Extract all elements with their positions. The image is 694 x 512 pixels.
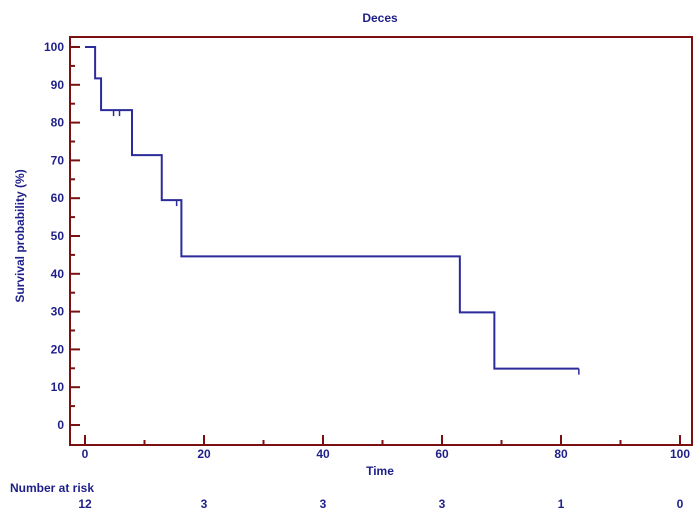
y-tick-label-80: 80 xyxy=(51,116,65,130)
risk-count-100: 0 xyxy=(677,497,684,511)
y-tick-label-20: 20 xyxy=(51,342,65,356)
risk-count-60: 3 xyxy=(439,497,446,511)
y-tick-label-10: 10 xyxy=(51,380,65,394)
x-tick-label-100: 100 xyxy=(670,447,690,461)
risk-count-40: 3 xyxy=(320,497,327,511)
x-tick-label-0: 0 xyxy=(82,447,89,461)
y-tick-label-60: 60 xyxy=(51,191,65,205)
plot-border xyxy=(69,36,693,446)
y-tick-label-50: 50 xyxy=(51,229,65,243)
risk-table: 12 3 3 3 1 0 xyxy=(78,497,683,511)
risk-table-label: Number at risk xyxy=(10,481,94,495)
risk-count-0: 12 xyxy=(78,497,92,511)
y-tick-label-40: 40 xyxy=(51,267,65,281)
x-tick-label-60: 60 xyxy=(435,447,449,461)
y-tick-label-90: 90 xyxy=(51,78,65,92)
x-tick-label-40: 40 xyxy=(316,447,330,461)
y-axis-label: Survival probability (%) xyxy=(13,169,27,302)
y-tick-label-0: 0 xyxy=(57,418,64,432)
plot-frame xyxy=(69,36,693,446)
survival-curve-group xyxy=(85,46,580,375)
y-tick-label-100: 100 xyxy=(44,40,64,54)
survival-curve-line xyxy=(85,46,579,370)
axis-ticks: 0 10 20 30 40 50 60 70 80 90 100 0 20 40 60 80 100 xyxy=(44,40,690,461)
x-tick-label-80: 80 xyxy=(554,447,568,461)
risk-count-80: 1 xyxy=(558,497,565,511)
chart-title: Deces xyxy=(362,11,398,25)
y-tick-label-70: 70 xyxy=(51,153,65,167)
x-axis-label: Time xyxy=(366,464,394,478)
risk-count-20: 3 xyxy=(201,497,208,511)
x-tick-label-20: 20 xyxy=(197,447,211,461)
y-tick-label-30: 30 xyxy=(51,305,65,319)
